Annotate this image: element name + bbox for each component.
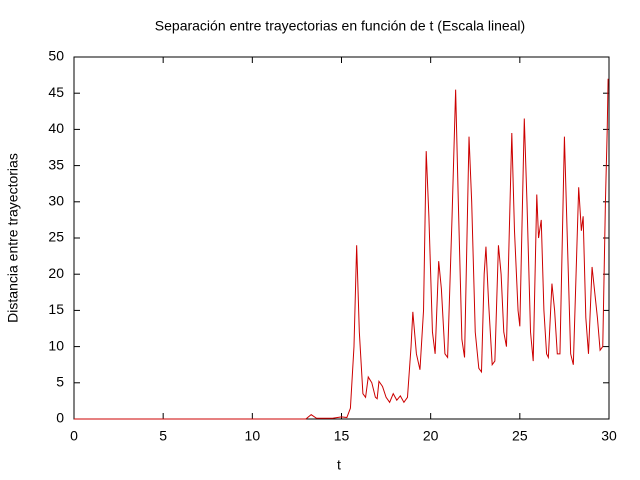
y-axis-label: Distancia entre trayectorias [5,153,21,323]
plot-frame [73,56,610,420]
y-tick-label: 25 [48,229,64,245]
x-tick-label: 5 [159,428,167,444]
y-tick-label: 30 [48,193,64,209]
y-tick-label: 15 [48,301,64,317]
chart-title: Separación entre trayectorias en función… [155,18,525,34]
y-tick-label: 5 [56,374,64,390]
x-tick-label: 10 [245,428,261,444]
y-tick-label: 0 [56,410,64,426]
x-tick-label: 15 [334,428,350,444]
y-tick-label: 40 [48,120,64,136]
y-tick-label: 20 [48,265,64,281]
y-tick-label: 35 [48,156,64,172]
y-tick-label: 10 [48,337,64,353]
y-tick-label: 45 [48,84,64,100]
x-tick-label: 25 [512,428,528,444]
x-tick-label: 30 [601,428,617,444]
x-tick-label: 0 [70,428,78,444]
data-line [74,78,609,420]
x-axis-label: t [337,457,341,473]
y-tick-label: 50 [48,48,64,64]
x-tick-label: 20 [423,428,439,444]
